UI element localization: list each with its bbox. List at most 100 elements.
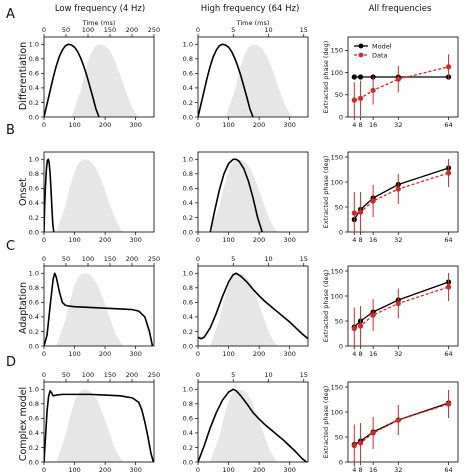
data-point [370, 430, 376, 436]
data-point [370, 198, 376, 204]
x-tick-label: 300 [129, 121, 141, 129]
stimulus-envelope [56, 273, 124, 346]
y-tick-label: 0.2 [183, 328, 193, 336]
top-tick-label: 10 [264, 26, 272, 34]
x-tick-label: 200 [99, 350, 111, 358]
y-tick-label: 0.8 [183, 170, 193, 178]
y-tick-label: 0.2 [183, 214, 193, 222]
x-tick-label: 300 [129, 350, 141, 358]
stimulus-envelope [210, 389, 278, 462]
top-tick-label: 200 [126, 26, 138, 34]
data-point [351, 442, 357, 449]
y-tick-label: 0 [339, 113, 343, 121]
column-title-high: High frequency (64 Hz) [201, 4, 300, 14]
top-tick-label: 10 [264, 255, 272, 263]
data-line [354, 403, 449, 447]
x-tick-label: 100 [68, 466, 80, 474]
data-point [370, 312, 376, 318]
x-tick-label: 64 [444, 236, 452, 244]
chart-panel: 01002003000.00.20.40.60.81.0051015Phase … [183, 371, 309, 474]
top-tick-label: 5 [231, 255, 235, 263]
y-tick-label: 0.4 [29, 313, 39, 321]
y-tick-label: 0.8 [29, 55, 39, 63]
y-tick-label: 0.0 [183, 228, 193, 236]
stimulus-envelope [56, 159, 124, 232]
y-tick-label: 0.2 [183, 444, 193, 452]
top-tick-label: 10 [264, 371, 272, 379]
x-tick-label: 8 [359, 466, 363, 474]
y-axis-label: Extracted phase (deg) [322, 386, 330, 458]
top-axis-label: Time (ms) [82, 19, 116, 27]
x-tick-label: 300 [283, 236, 295, 244]
data-point [395, 76, 401, 82]
axes-frame [43, 381, 155, 463]
data-point [351, 210, 357, 216]
x-tick-label: 16 [369, 350, 377, 358]
top-tick-label: 0 [196, 255, 200, 263]
y-tick-label: 50 [335, 317, 343, 325]
y-tick-label: 1.0 [29, 156, 39, 164]
top-tick-label: 250 [148, 255, 160, 263]
y-tick-label: 0.8 [29, 170, 39, 178]
data-point [445, 170, 452, 176]
x-tick-label: 0 [196, 466, 200, 474]
y-tick-label: 0.8 [183, 400, 193, 408]
y-tick-label: 1.0 [29, 386, 39, 394]
model-point [357, 74, 364, 80]
legend-swatch-marker [358, 43, 364, 49]
axes-frame [347, 36, 459, 118]
y-tick-label: 0.8 [29, 400, 39, 408]
x-tick-label: 200 [99, 236, 111, 244]
x-tick-label: 100 [68, 350, 80, 358]
data-point [357, 95, 364, 101]
y-tick-label: 0.4 [183, 199, 193, 207]
data-point [445, 284, 452, 290]
y-tick-label: 0.2 [29, 99, 39, 107]
data-point [370, 87, 376, 93]
y-tick-label: 1.0 [183, 41, 193, 49]
x-tick-label: 32 [394, 466, 402, 474]
y-tick-label: 0.8 [183, 284, 193, 292]
top-tick-label: 250 [148, 26, 160, 34]
y-tick-label: 0.6 [29, 70, 39, 78]
x-tick-label: 0 [196, 121, 200, 129]
x-tick-label: 8 [359, 236, 363, 244]
x-tick-label: 0 [196, 236, 200, 244]
y-tick-label: 1.0 [29, 270, 39, 278]
x-tick-label: 100 [222, 121, 234, 129]
axes-frame [347, 381, 459, 463]
panel-letter-a: A [6, 7, 15, 22]
column-title-low: Low frequency (4 Hz) [55, 4, 145, 14]
top-tick-label: 5 [231, 26, 235, 34]
y-tick-label: 50 [335, 91, 343, 99]
y-tick-label: 0.0 [183, 113, 193, 121]
y-tick-label: 0.2 [183, 99, 193, 107]
x-tick-label: 300 [283, 121, 295, 129]
x-tick-label: 4 [352, 236, 356, 244]
y-axis-label: Extracted phase (deg) [322, 41, 330, 113]
data-point [395, 417, 401, 423]
y-tick-label: 0.6 [183, 185, 193, 193]
data-point [445, 64, 452, 70]
stimulus-envelope [210, 159, 278, 232]
y-tick-label: 100 [331, 292, 343, 300]
x-tick-label: 0 [42, 121, 46, 129]
top-tick-label: 5 [231, 371, 235, 379]
model-point [351, 74, 357, 80]
top-axis-label: Time (ms) [236, 19, 270, 27]
x-tick-label: 100 [222, 236, 234, 244]
top-tick-label: 15 [300, 26, 308, 34]
x-tick-label: 16 [369, 121, 377, 129]
model-line [353, 167, 449, 220]
x-tick-label: 32 [394, 121, 402, 129]
y-tick-label: 0 [339, 228, 343, 236]
data-line [354, 66, 449, 101]
row-label-onset: Onset [18, 178, 29, 206]
data-point [357, 323, 364, 329]
